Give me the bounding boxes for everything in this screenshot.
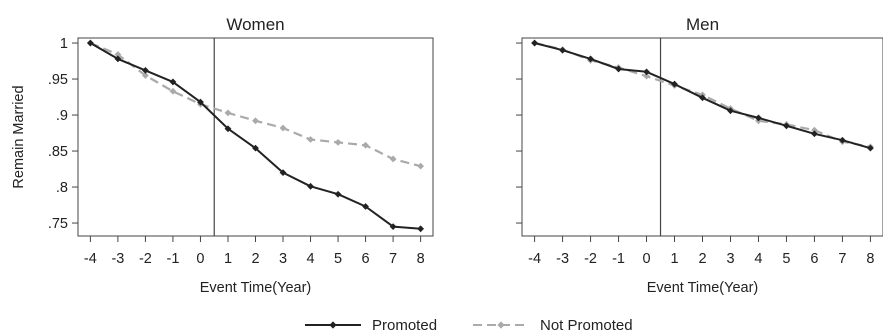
women-not-promoted-point [169,87,177,95]
women-not-promoted-point [252,117,259,125]
women-promoted-point [114,55,122,63]
legend: Promoted Not Promoted [305,317,633,334]
women-promoted-point [142,67,149,74]
men-x-tick-label: 8 [866,251,874,267]
women-panel: Women 1 .95 .9 .85 .8 .75 -4 -3 -2 -1 0 1 2 3 4 5 6 7 8 Even… [11,15,434,296]
men-x-tick-label: 1 [670,251,678,267]
men-x-tick-label: 4 [754,251,762,267]
men-promoted-point [643,68,650,76]
women-x-tick-label: 7 [389,251,397,267]
women-promoted-point [197,98,204,106]
women-y-tick-label: .75 [48,216,68,232]
women-x-tick-label: -2 [139,251,152,267]
men-x-axis-label: Event Time(Year) [647,280,758,296]
legend-label-promoted: Promoted [372,317,437,334]
women-promoted-point [389,223,397,231]
men-promoted-point [783,122,790,130]
women-x-tick-label: -4 [84,251,97,267]
women-x-tick-label: 4 [306,251,314,267]
women-promoted-point [417,225,425,233]
women-y-tick-label: .8 [56,180,68,196]
men-promoted-point [699,94,706,102]
women-y-tick-label: .85 [48,144,68,160]
men-x-tick-label: -4 [528,251,541,267]
women-not-promoted-point [279,124,287,132]
women-promoted-point [86,39,94,47]
men-promoted-point [727,107,734,115]
men-promoted-point [755,114,762,122]
women-not-promoted-point [417,162,425,170]
women-y-axis-label: Remain Married [11,85,27,188]
women-x-axis-label: Event Time(Year) [200,280,311,296]
women-x-tick-label: -3 [111,251,124,267]
legend-label-not-promoted: Not Promoted [540,317,633,334]
women-x-tick-label: 8 [417,251,425,267]
women-x-tick-label: 3 [279,251,287,267]
men-promoted-point [587,55,594,63]
women-not-promoted-point [334,139,342,146]
men-promoted-point [867,144,874,152]
men-not-promoted-point [811,126,818,134]
men-panel-title: Men [686,15,719,34]
men-x-tick-label: 0 [642,251,650,267]
women-y-tick-label: 1 [60,36,68,52]
women-x-tick-label: 1 [224,251,232,267]
men-promoted-point [811,130,818,138]
women-not-promoted-point [389,155,397,163]
women-x-tick-label: 5 [334,251,342,267]
men-promoted-point [671,80,678,88]
men-promoted-point [839,136,846,144]
men-x-tick-label: -3 [556,251,569,267]
women-not-promoted-point [142,72,149,79]
women-not-promoted-point [307,136,314,143]
men-x-tick-label: -1 [612,251,625,267]
men-panel: Men -4 -3 -2 -1 0 1 2 3 4 5 6 7 8 Event Time(Year) [516,15,883,296]
women-promoted-point [334,190,342,198]
women-promoted-point [307,182,314,190]
women-x-tick-label: -1 [166,251,179,267]
men-not-promoted-point [643,72,650,80]
women-not-promoted-point [224,109,232,117]
men-x-tick-label: 5 [782,251,790,267]
women-x-tick-label: 0 [196,251,204,267]
women-promoted-point [169,78,177,86]
men-promoted-point [559,46,566,54]
women-panel-title: Women [226,15,284,34]
men-x-tick-label: 6 [810,251,818,267]
men-x-tick-label: -2 [584,251,597,267]
men-x-tick-label: 2 [698,251,706,267]
women-not-promoted-point [114,51,122,58]
women-plot-frame [77,37,434,237]
women-y-tick-label: .9 [56,108,68,124]
men-x-tick-label: 7 [838,251,846,267]
women-promoted-point [224,125,232,133]
women-promoted-point [362,203,369,210]
women-y-tick-label: .95 [48,72,68,88]
legend-marker [497,321,505,329]
women-x-tick-label: 2 [251,251,259,267]
men-x-tick-label: 3 [726,251,734,267]
legend-marker [329,321,337,329]
women-not-promoted-point [362,141,369,149]
women-x-tick-label: 6 [362,251,370,267]
women-promoted-point [252,144,259,152]
women-promoted-point [279,169,287,177]
men-promoted-point [615,65,622,73]
men-promoted-point [531,39,538,47]
